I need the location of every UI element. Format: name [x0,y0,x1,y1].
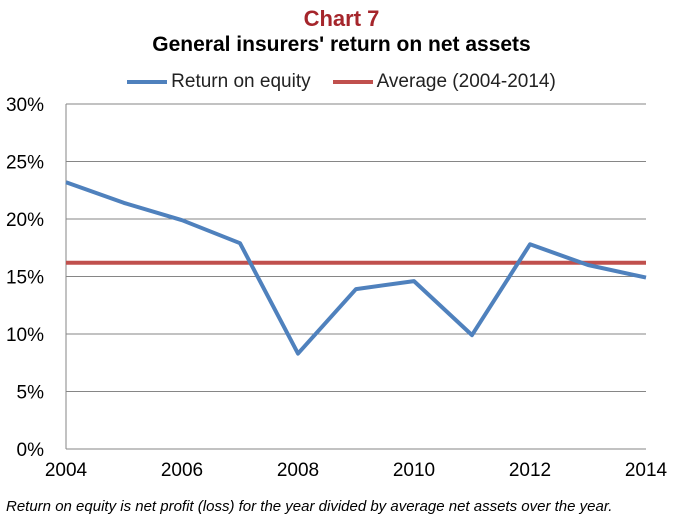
y-tick-label: 0% [17,440,45,461]
x-tick-label: 2012 [509,460,551,481]
legend: Return on equity Average (2004-2014) [0,70,683,94]
legend-item-return-on-equity: Return on equity [127,70,311,94]
y-tick-label: 25% [6,153,44,174]
line-chart: 0% 5% 10% 15% 20% 25% 30% 2004 2006 2008 2010 2012 2… [6,95,668,481]
legend-label-average: Average (2004-2014) [376,71,556,92]
chart-label: Chart 7 [303,6,380,31]
y-tick-label: 15% [6,268,44,289]
legend-item-average: Average (2004-2014) [332,70,556,94]
series-line-return-on-equity [65,180,647,356]
x-tick-label: 2006 [161,460,203,481]
x-tick-label: 2008 [277,460,319,481]
footnote: Return on equity is net profit (loss) fo… [6,498,613,515]
legend-swatch-average [332,80,373,84]
legend-swatch-return-on-equity [127,80,168,84]
legend-label-return-on-equity: Return on equity [171,71,311,92]
y-tick-label: 20% [6,210,44,231]
y-tick-label: 30% [6,95,44,116]
chart-title: General insurers' return on net assets [152,33,531,56]
y-tick-label: 5% [17,383,45,404]
x-tick-label: 2004 [45,460,88,481]
y-tick-label: 10% [6,325,44,346]
x-tick-label: 2014 [625,460,668,481]
x-tick-label: 2010 [393,460,435,481]
